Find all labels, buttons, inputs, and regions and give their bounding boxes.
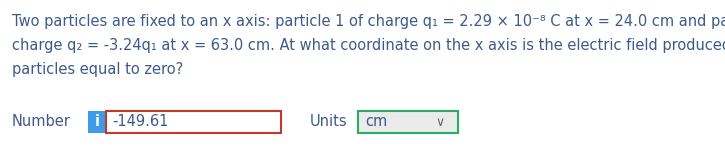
Text: Units: Units [310, 115, 347, 129]
Text: -149.61: -149.61 [112, 115, 168, 129]
Text: cm: cm [365, 115, 387, 129]
FancyBboxPatch shape [358, 111, 458, 133]
FancyBboxPatch shape [88, 111, 106, 133]
Text: i: i [94, 115, 99, 129]
Text: particles equal to zero?: particles equal to zero? [12, 62, 183, 77]
Text: ∨: ∨ [436, 116, 444, 129]
Text: charge q₂ = -3.24q₁ at x = 63.0 cm. At what coordinate on the x axis is the elec: charge q₂ = -3.24q₁ at x = 63.0 cm. At w… [12, 38, 725, 53]
Text: Two particles are fixed to an x axis: particle 1 of charge q₁ = 2.29 × 10⁻⁸ C at: Two particles are fixed to an x axis: pa… [12, 14, 725, 29]
Text: Number: Number [12, 115, 71, 129]
FancyBboxPatch shape [106, 111, 281, 133]
